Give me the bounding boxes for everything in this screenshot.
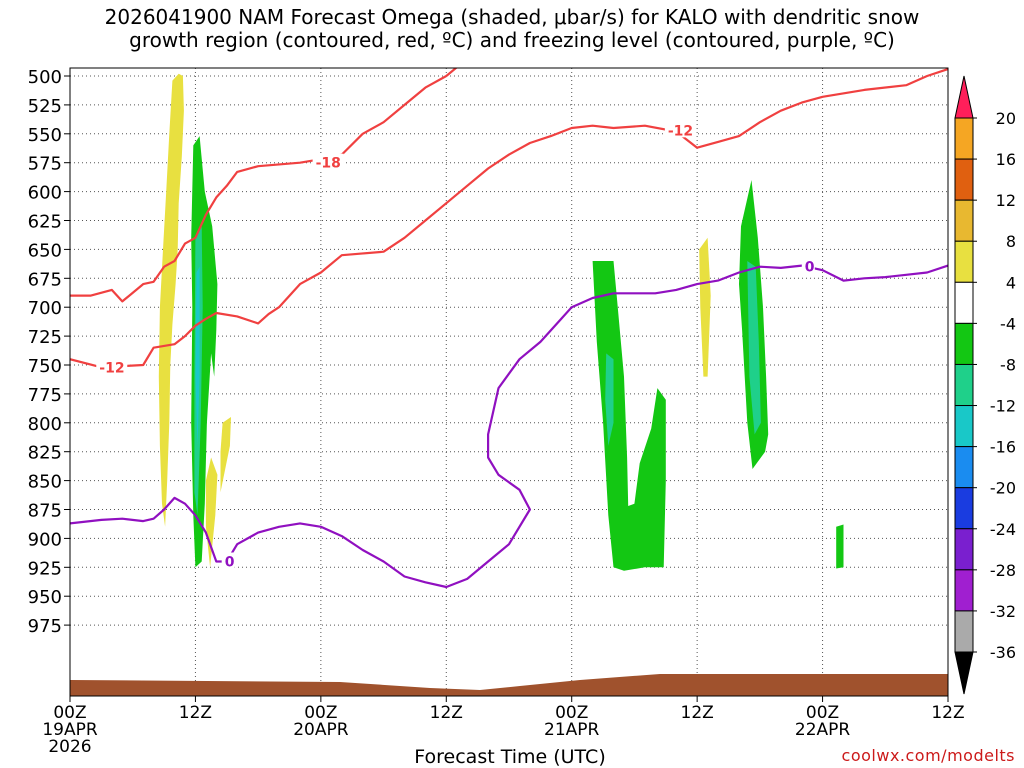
x-tick-label: 00Z xyxy=(304,703,337,723)
y-tick-label: 500 xyxy=(28,67,62,88)
omega-shaded-region xyxy=(158,73,184,527)
colorbar-swatch xyxy=(954,117,974,160)
colorbar-swatch xyxy=(954,240,974,283)
x-tick-label: 12Z xyxy=(681,703,714,723)
colorbar-swatch xyxy=(954,281,974,324)
omega-shaded-region xyxy=(836,524,844,569)
colorbar-tick-label: -4 xyxy=(1000,314,1016,333)
colorbar-swatch xyxy=(954,405,974,448)
colorbar-swatch xyxy=(954,569,974,612)
terrain-ground xyxy=(70,674,948,696)
colorbar-swatch xyxy=(954,322,974,365)
colorbar-tick-label: 8 xyxy=(1006,232,1016,251)
y-tick-label: 875 xyxy=(28,501,62,522)
colorbar-tick-label: 4 xyxy=(1006,273,1016,292)
chart-title-line-1: 2026041900 NAM Forecast Omega (shaded, μ… xyxy=(104,5,920,29)
colorbar: 20 16 12 8 4 -4 -8 -12 -16 -20 -24 -28 -32 -36 xyxy=(954,75,1016,695)
x-tick-label: 00Z xyxy=(806,703,839,723)
colorbar-tick-label: -32 xyxy=(990,602,1016,621)
contour-label: -12 xyxy=(668,123,693,139)
colorbar-swatch xyxy=(954,610,974,653)
colorbar-tick-label: 12 xyxy=(996,191,1016,210)
y-tick-label: 725 xyxy=(28,327,62,348)
colorbar-bottom-arrow xyxy=(954,651,974,695)
colorbar-swatch xyxy=(954,199,974,242)
omega-shaded-region xyxy=(605,353,614,446)
y-tick-label: 700 xyxy=(28,298,62,319)
contour-label-background xyxy=(221,552,235,569)
chart-title: 2026041900 NAM Forecast Omega (shaded, μ… xyxy=(0,6,1024,52)
x-tick-label: 00Z xyxy=(555,703,588,723)
colorbar-tick-label: -16 xyxy=(990,438,1016,457)
chart-title-line-2: growth region (contoured, red, ºC) and f… xyxy=(129,28,895,52)
y-tick-label: 625 xyxy=(28,212,62,233)
contour-label-background xyxy=(96,358,128,375)
x-tick-date: 19APR xyxy=(42,720,98,740)
colorbar-tick-label: -36 xyxy=(990,643,1016,662)
omega-shaded-region xyxy=(220,417,231,493)
x-tick-label: 12Z xyxy=(430,703,463,723)
omega-shaded-regions xyxy=(158,73,844,571)
x-axis-label: Forecast Time (UTC) xyxy=(414,746,606,768)
contour-line xyxy=(70,264,948,589)
colorbar-swatch xyxy=(954,487,974,530)
colorbar-top-arrow xyxy=(954,75,974,119)
colorbar-swatch xyxy=(954,363,974,407)
contour-label: 0 xyxy=(225,555,235,571)
y-tick-label: 850 xyxy=(28,472,62,493)
y-tick-label: 925 xyxy=(28,558,62,579)
contour-label: -18 xyxy=(316,156,341,172)
omega-shaded-region xyxy=(699,237,711,377)
x-tick-label: 12Z xyxy=(931,703,964,723)
colorbar-swatch xyxy=(954,528,974,571)
y-tick-label: 675 xyxy=(28,269,62,290)
y-tick-label: 975 xyxy=(28,616,62,637)
contour-label-background xyxy=(312,153,344,170)
y-tick-label: 600 xyxy=(28,183,62,204)
y-axis: 500 525 550 575 600 625 650 675 700 725 750 775 800 8… xyxy=(28,67,70,637)
y-tick-label: 550 xyxy=(28,125,62,146)
y-tick-label: 775 xyxy=(28,385,62,406)
colorbar-tick-label: -20 xyxy=(990,479,1016,498)
y-tick-label: 750 xyxy=(28,356,62,377)
x-tick-date: 21APR xyxy=(544,720,600,740)
x-tick-date: 22APR xyxy=(795,720,851,740)
x-tick-date: 20APR xyxy=(293,720,349,740)
colorbar-tick-label: 20 xyxy=(996,109,1016,128)
colorbar-tick-label: -12 xyxy=(990,397,1016,416)
y-tick-label: 525 xyxy=(28,96,62,117)
y-tick-label: 825 xyxy=(28,443,62,464)
omega-shaded-region xyxy=(195,266,200,446)
contour-label: 0 xyxy=(805,260,815,276)
y-tick-label: 575 xyxy=(28,154,62,175)
plot-frame xyxy=(69,67,949,697)
colorbar-swatch xyxy=(954,446,974,489)
y-tick-label: 950 xyxy=(28,587,62,608)
colorbar-tick-label: 16 xyxy=(996,150,1016,169)
omega-shaded-region xyxy=(592,261,666,571)
y-tick-label: 900 xyxy=(28,529,62,550)
colorbar-tick-label: -24 xyxy=(990,520,1016,539)
x-tick-year: 2026 xyxy=(48,737,91,757)
contour-label-background xyxy=(664,121,696,138)
x-tick-label: 00Z xyxy=(53,703,86,723)
contour-line xyxy=(70,75,447,303)
y-tick-label: 800 xyxy=(28,414,62,435)
contour-line xyxy=(70,68,948,369)
terrain-band xyxy=(70,674,948,696)
contour-label-background xyxy=(801,257,815,274)
colorbar-tick-label: -28 xyxy=(990,561,1016,580)
credit-link[interactable]: coolwx.com/modelts xyxy=(841,746,1015,765)
colorbar-swatch xyxy=(954,158,974,201)
x-tick-label: 12Z xyxy=(179,703,212,723)
omega-shaded-region xyxy=(747,261,761,435)
plot-area xyxy=(70,68,948,696)
contour-label: -12 xyxy=(99,360,124,376)
y-tick-label: 650 xyxy=(28,240,62,261)
contour-lines: -18 -12 -12 0 0 xyxy=(70,68,948,589)
colorbar-tick-label: -8 xyxy=(1000,355,1016,374)
